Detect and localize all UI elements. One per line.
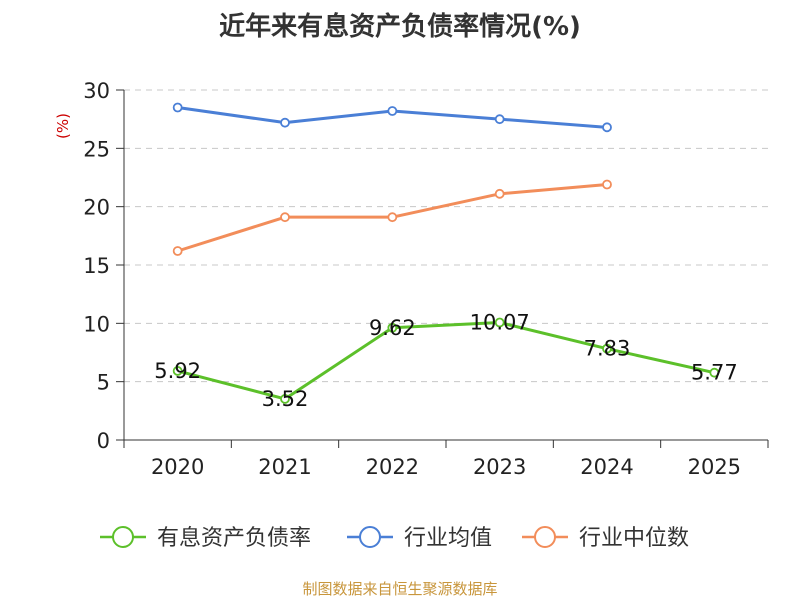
y-tick-label: 25 xyxy=(83,137,110,161)
data-point xyxy=(602,343,612,354)
x-tick-label: 2021 xyxy=(258,455,311,479)
data-point xyxy=(387,212,398,223)
data-label: 9.62 xyxy=(369,316,416,340)
data-point xyxy=(494,188,505,199)
data-point xyxy=(280,394,290,404)
y-tick-label: 15 xyxy=(83,254,110,278)
data-point xyxy=(494,114,505,125)
data-point xyxy=(494,317,505,328)
x-tick-label: 2020 xyxy=(151,455,204,479)
data-label: 5.92 xyxy=(154,359,201,383)
y-tick-label: 5 xyxy=(97,371,110,395)
data-label: 7.83 xyxy=(584,337,631,361)
data-point xyxy=(280,117,290,128)
data-point xyxy=(387,106,398,116)
data-point xyxy=(602,122,612,133)
legend-swatch-marker xyxy=(112,526,134,548)
series-line xyxy=(177,321,715,401)
data-label: 3.52 xyxy=(262,387,309,411)
data-point xyxy=(602,179,612,190)
data-point xyxy=(172,366,183,376)
data-label: 10.07 xyxy=(470,311,530,335)
data-point xyxy=(280,212,290,223)
x-tick-label: 2024 xyxy=(580,455,633,479)
data-label: 5.77 xyxy=(691,361,738,385)
y-tick-label: 20 xyxy=(83,196,110,220)
source-footer: 制图数据来自恒生聚源数据库 xyxy=(302,580,498,598)
y-tick-label: 0 xyxy=(97,429,110,453)
chart-title: 近年来有息资产负债率情况(%) xyxy=(219,12,581,42)
y-tick-label: 10 xyxy=(83,312,110,336)
x-tick-label: 2025 xyxy=(688,455,741,479)
data-point xyxy=(709,367,720,378)
x-tick-label: 2022 xyxy=(366,455,419,479)
data-point xyxy=(387,322,398,333)
data-point xyxy=(172,246,183,256)
data-point xyxy=(172,102,183,113)
legend-label: 有息资产负债率 xyxy=(157,526,311,551)
x-tick-label: 2023 xyxy=(473,455,526,479)
y-tick-label: 30 xyxy=(83,79,110,103)
legend-label: 行业均值 xyxy=(404,526,492,551)
legend-swatch-marker xyxy=(359,526,381,548)
legend-swatch-marker xyxy=(534,526,556,548)
legend-label: 行业中位数 xyxy=(579,526,689,551)
y-axis-label: (%) xyxy=(54,113,72,139)
